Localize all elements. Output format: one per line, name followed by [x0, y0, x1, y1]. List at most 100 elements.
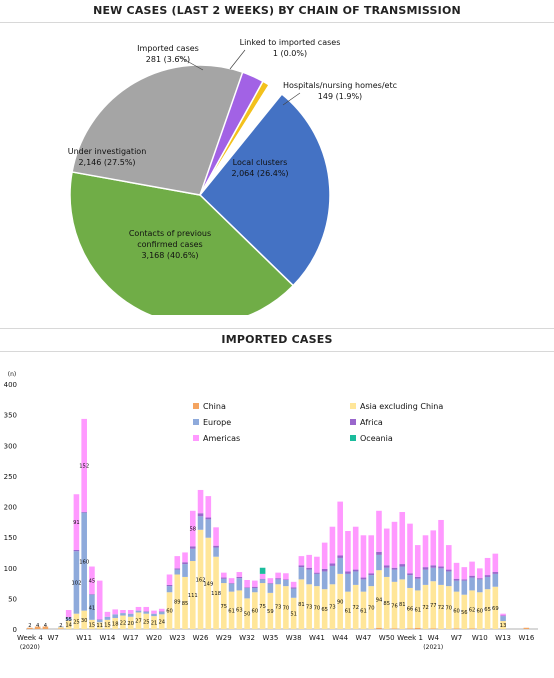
data-label-europe: 160	[79, 560, 89, 566]
data-label-asia: 11	[96, 623, 103, 629]
x-tick-label: W14	[100, 634, 116, 642]
bar-africa	[73, 549, 80, 552]
data-label-asia: 75	[221, 604, 228, 610]
pie-label-contacts: Contacts of previous confirmed cases 3,168…	[129, 229, 211, 260]
bar-asia	[158, 614, 165, 629]
bar-europe	[445, 571, 452, 587]
bar-americas	[81, 418, 87, 513]
bar-europe	[275, 579, 281, 585]
bar-asia	[143, 613, 150, 629]
bar-china	[414, 627, 421, 629]
bar-europe	[368, 575, 375, 587]
x-tick-sublabel: (2021)	[423, 644, 443, 651]
bar-americas	[143, 606, 150, 612]
bar-asia	[298, 579, 305, 629]
y-tick-label: 250	[4, 473, 17, 481]
pie-label-value: 281 (3.6%)	[146, 55, 190, 64]
bar-europe	[314, 573, 320, 587]
bar-americas	[197, 489, 204, 514]
bar-asia	[306, 584, 312, 629]
x-tick-label: W7	[451, 634, 462, 642]
data-label-asia: 75	[259, 604, 266, 610]
data-label-asia: 61	[345, 608, 352, 614]
bar-americas	[205, 496, 212, 518]
y-axis-label: (n)	[8, 371, 16, 378]
bar-europe	[158, 611, 165, 615]
bar-asia	[283, 586, 289, 629]
bar-americas	[96, 580, 103, 620]
bar-americas	[236, 572, 243, 577]
bar-europe	[96, 619, 103, 623]
bar-asia	[453, 591, 460, 629]
data-label-asia: 60	[166, 609, 173, 615]
data-label-americas: 45	[89, 578, 96, 584]
bar-asia	[360, 591, 367, 629]
bar-asia	[236, 590, 243, 629]
bar-africa	[368, 573, 375, 576]
legend-label: Europe	[203, 418, 231, 427]
data-label-asia: 118	[211, 591, 221, 597]
data-label-asia: 60	[453, 608, 460, 614]
bar-africa	[221, 577, 227, 579]
bar-china	[27, 627, 33, 629]
bar-asia	[314, 586, 320, 629]
bar-africa	[166, 584, 173, 587]
legend-label: China	[203, 402, 226, 411]
bar-americas	[174, 556, 181, 569]
bar-asia	[96, 622, 103, 629]
bar-europe	[135, 610, 142, 613]
bar-americas	[267, 578, 274, 584]
bar-asia	[368, 586, 375, 629]
bar-americas	[438, 519, 444, 567]
bar-asia	[391, 581, 398, 629]
data-label-asia: 61	[360, 608, 367, 614]
bar-china	[376, 627, 382, 629]
bar-europe	[337, 557, 343, 574]
data-label-asia: 18	[112, 621, 119, 627]
bar-europe	[166, 586, 173, 593]
pie-slice-under-investigation	[71, 64, 244, 196]
bar-americas	[329, 526, 336, 564]
bar-europe	[345, 573, 351, 592]
bar-americas	[321, 542, 328, 569]
legend-item-africa: Africa	[350, 418, 383, 427]
data-label-asia: 13	[500, 623, 507, 629]
legend-label: Oceania	[360, 434, 393, 443]
bar-africa	[197, 513, 204, 517]
legend-label: Africa	[360, 418, 383, 427]
bar-asia	[135, 612, 142, 629]
bar-asia	[205, 537, 212, 629]
data-label-asia: 15	[89, 622, 96, 628]
bar-africa	[438, 566, 444, 569]
pie-label-local-clusters: Local clusters 2,064 (26.4%)	[231, 158, 288, 178]
bar-africa	[228, 583, 235, 584]
bar-americas	[244, 580, 250, 588]
bar-americas	[500, 613, 506, 616]
bar-africa	[407, 573, 413, 576]
bar-europe	[283, 580, 289, 587]
bar-europe	[143, 611, 150, 614]
bar-europe	[221, 578, 227, 584]
bar-asia	[58, 627, 64, 629]
pie-label-name-part: confirmed cases	[137, 240, 202, 249]
bar-europe	[500, 616, 506, 622]
bar-china	[469, 628, 475, 629]
bar-americas	[283, 573, 289, 580]
bar-americas	[492, 553, 499, 573]
bar-asia	[174, 574, 181, 629]
bar-africa	[283, 579, 289, 580]
bar-africa	[383, 565, 390, 568]
bar-africa	[182, 562, 188, 565]
legend-swatch-asia-excluding-china	[350, 403, 356, 409]
bar-europe	[228, 583, 235, 592]
data-label-asia: 76	[391, 603, 398, 609]
bar-europe	[236, 578, 243, 591]
bar-asia	[213, 556, 219, 629]
bar-china	[430, 628, 437, 629]
bar-asia	[407, 587, 413, 629]
data-label-asia: 14	[65, 623, 72, 629]
pie-panel: NEW CASES (LAST 2 WEEKS) BY CHAIN OF TRA…	[0, 0, 554, 326]
bar-americas	[112, 609, 119, 615]
pie-label-imported: Imported cases 281 (3.6%)	[137, 44, 199, 64]
